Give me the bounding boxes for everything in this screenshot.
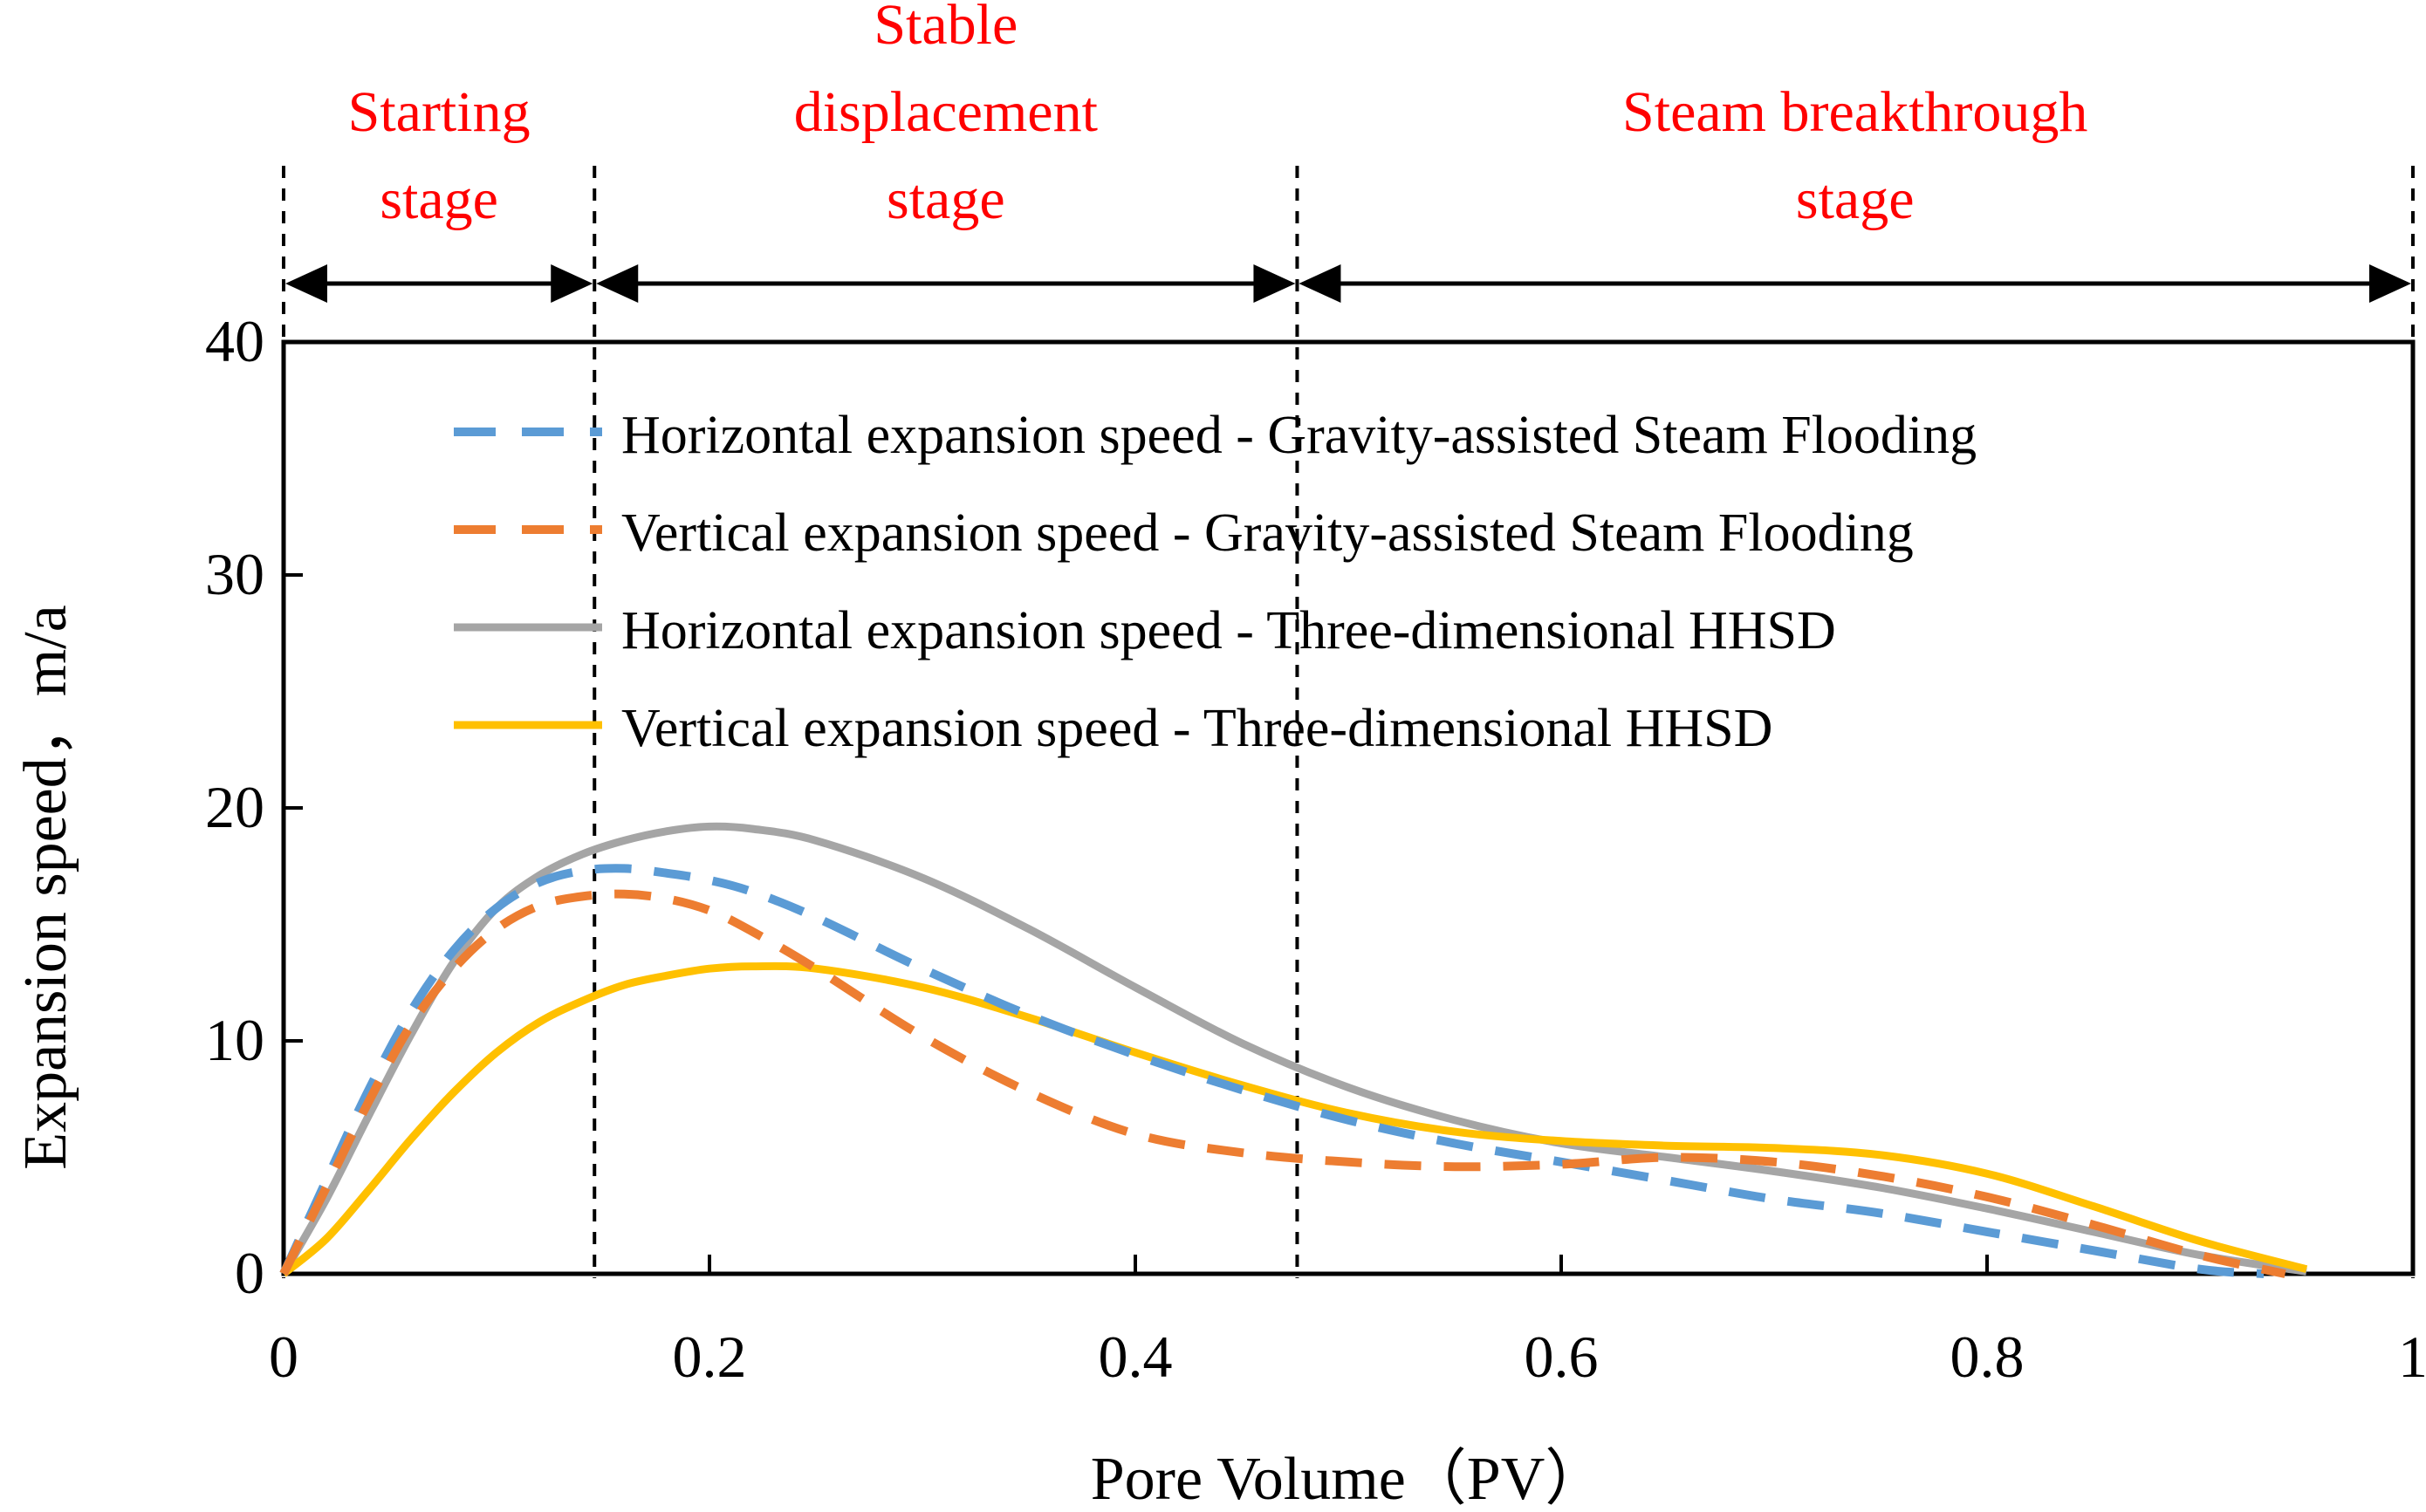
x-axis-ticks: 0 0.2 0.4 0.6 0.8 1: [269, 1255, 2426, 1390]
y-tick-label: 10: [205, 1007, 264, 1073]
series-lines: [279, 822, 2308, 1278]
legend: Horizontal expansion speed - Gravity-ass…: [454, 406, 1977, 758]
series-line-4: [281, 961, 2308, 1277]
y-axis-ticks: 0 10 20 30 40: [205, 308, 303, 1306]
stage-label-line: stage: [1796, 168, 1915, 231]
stage-label-line: stage: [380, 168, 498, 231]
stage-arrow-head-left: [285, 264, 327, 303]
stage-label-line: displacement: [794, 80, 1098, 144]
stage-labels: Starting stage Stable displacement stage Stea…: [348, 0, 2088, 231]
legend-label: Vertical expansion speed - Three-dimensi…: [621, 699, 1772, 758]
y-tick-label: 0: [235, 1240, 264, 1306]
stage-label-line: Steam breakthrough: [1622, 80, 2087, 144]
series-line-3: [280, 822, 2307, 1276]
stage-label-line: stage: [887, 168, 1005, 231]
legend-label: Horizontal expansion speed - Gravity-ass…: [621, 406, 1977, 465]
series-line-2: [279, 889, 2286, 1278]
stage-label-line: Stable: [874, 0, 1018, 57]
x-tick-label: 0: [269, 1324, 298, 1390]
stage-label-line: Starting: [348, 80, 531, 144]
x-tick-label: 0.2: [673, 1324, 747, 1390]
y-tick-label: 30: [205, 541, 264, 607]
legend-label: Vertical expansion speed - Gravity-assis…: [621, 503, 1914, 563]
x-tick-label: 0.6: [1525, 1324, 1599, 1390]
plot-frame: [281, 339, 2416, 1276]
x-axis-title: Pore Volume（PV）: [1091, 1446, 1607, 1512]
y-tick-label: 20: [205, 774, 264, 840]
x-tick-label: 1: [2398, 1324, 2426, 1390]
x-tick-label: 0.4: [1099, 1324, 1173, 1390]
stage-arrow-head-left: [596, 264, 639, 303]
y-axis-title: Expansion speed，m/a: [12, 605, 79, 1169]
x-tick-label: 0.8: [1950, 1324, 2025, 1390]
stage-arrow-head-right: [1253, 264, 1296, 303]
stage-arrow-head-right: [2369, 264, 2411, 303]
stage-arrow-head-left: [1299, 264, 1341, 303]
legend-label: Horizontal expansion speed - Three-dimen…: [621, 601, 1836, 660]
stage-arrows: [285, 264, 2411, 303]
y-tick-label: 40: [205, 308, 264, 374]
series-line-1: [279, 864, 2265, 1278]
stage-arrow-head-right: [551, 264, 593, 303]
